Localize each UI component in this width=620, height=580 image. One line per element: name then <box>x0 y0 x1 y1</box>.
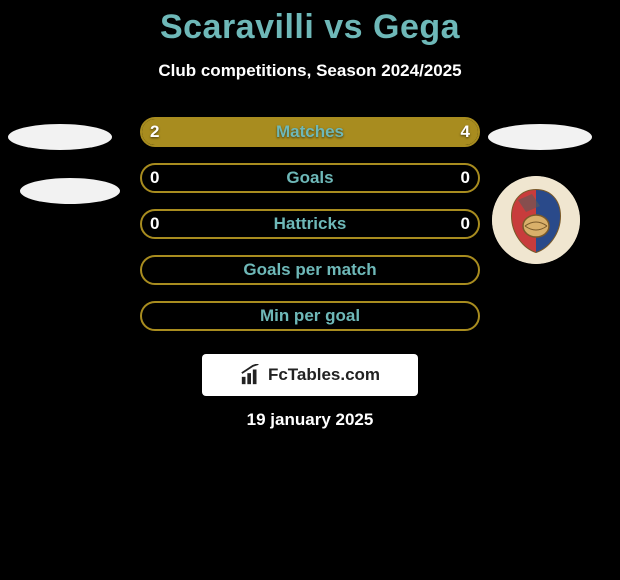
stat-value-right: 0 <box>461 209 470 239</box>
stat-row: Min per goal <box>0 293 620 339</box>
stat-bar <box>140 163 480 193</box>
brand-text: FcTables.com <box>268 365 380 385</box>
brand-box[interactable]: FcTables.com <box>202 354 418 396</box>
stat-row: Hattricks00 <box>0 201 620 247</box>
stat-bar-right-fill <box>253 119 478 145</box>
chart-icon <box>240 364 262 386</box>
stat-bar <box>140 255 480 285</box>
page-subtitle: Club competitions, Season 2024/2025 <box>0 61 620 81</box>
stat-row: Goals per match <box>0 247 620 293</box>
comparison-card: Scaravilli vs Gega Club competitions, Se… <box>0 0 620 580</box>
stat-row: Goals00 <box>0 155 620 201</box>
stat-row: Matches24 <box>0 109 620 155</box>
stat-bar <box>140 117 480 147</box>
stat-value-left: 2 <box>150 117 159 147</box>
stat-bar <box>140 301 480 331</box>
page-title: Scaravilli vs Gega <box>0 0 620 47</box>
stat-value-left: 0 <box>150 163 159 193</box>
stat-value-right: 4 <box>461 117 470 147</box>
date-text: 19 january 2025 <box>0 410 620 430</box>
stat-bar <box>140 209 480 239</box>
stats-rows: Matches24Goals00Hattricks00Goals per mat… <box>0 109 620 339</box>
stat-value-right: 0 <box>461 163 470 193</box>
stat-value-left: 0 <box>150 209 159 239</box>
